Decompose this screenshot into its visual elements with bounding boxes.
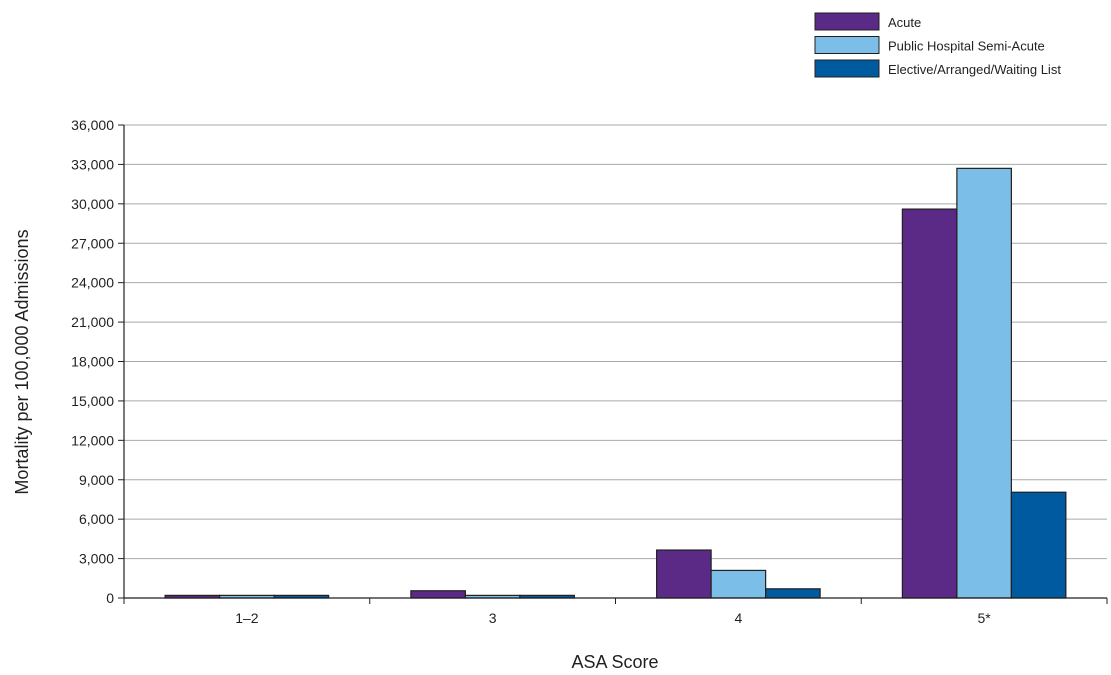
bars bbox=[164, 167, 1067, 599]
y-tick-labels: 0 3,000 6,000 9,000 12,000 15,000 18,000 21,000… bbox=[71, 117, 114, 606]
y-tick-label: 15,000 bbox=[71, 393, 114, 409]
y-tick-label: 30,000 bbox=[71, 196, 114, 212]
y-tick-label: 27,000 bbox=[71, 235, 114, 251]
bar bbox=[1010, 491, 1067, 599]
bar bbox=[901, 208, 958, 599]
x-tick-label: 3 bbox=[489, 610, 497, 626]
x-tick-labels: 1–2 3 4 5* bbox=[235, 610, 991, 626]
legend-item: Elective/Arranged/Waiting List bbox=[814, 59, 1061, 78]
bar bbox=[410, 590, 466, 599]
bar bbox=[956, 167, 1012, 599]
y-tick-label: 18,000 bbox=[71, 354, 114, 370]
legend-item: Public Hospital Semi-Acute bbox=[814, 36, 1045, 54]
y-tick-label: 33,000 bbox=[71, 156, 114, 172]
bar bbox=[765, 588, 821, 599]
y-tick-label: 12,000 bbox=[71, 432, 114, 448]
legend: Acute Public Hospital Semi-Acute Elective/… bbox=[814, 12, 1061, 78]
y-tick-label: 36,000 bbox=[71, 117, 114, 133]
y-tick-label: 9,000 bbox=[79, 472, 114, 488]
legend-swatch bbox=[814, 12, 880, 31]
legend-swatch bbox=[814, 59, 880, 78]
x-tick-label: 4 bbox=[734, 610, 742, 626]
legend-label: Acute bbox=[888, 15, 921, 30]
bar bbox=[710, 569, 767, 599]
y-tick-label: 21,000 bbox=[71, 314, 114, 330]
legend-swatch bbox=[814, 36, 880, 54]
x-tick-label: 5* bbox=[978, 610, 992, 626]
x-axis-title: ASA Score bbox=[571, 652, 658, 672]
legend-label: Public Hospital Semi-Acute bbox=[888, 39, 1045, 54]
bar bbox=[656, 549, 712, 599]
legend-label: Elective/Arranged/Waiting List bbox=[888, 62, 1061, 77]
y-axis-title: Mortality per 100,000 Admissions bbox=[12, 229, 32, 494]
y-tick-label: 3,000 bbox=[79, 551, 114, 567]
y-tick-label: 6,000 bbox=[79, 511, 114, 527]
axes bbox=[123, 125, 1108, 604]
x-tick-label: 1–2 bbox=[235, 610, 259, 626]
y-tick-label: 0 bbox=[106, 590, 114, 606]
y-tick-label: 24,000 bbox=[71, 275, 114, 291]
legend-item: Acute bbox=[814, 12, 921, 31]
